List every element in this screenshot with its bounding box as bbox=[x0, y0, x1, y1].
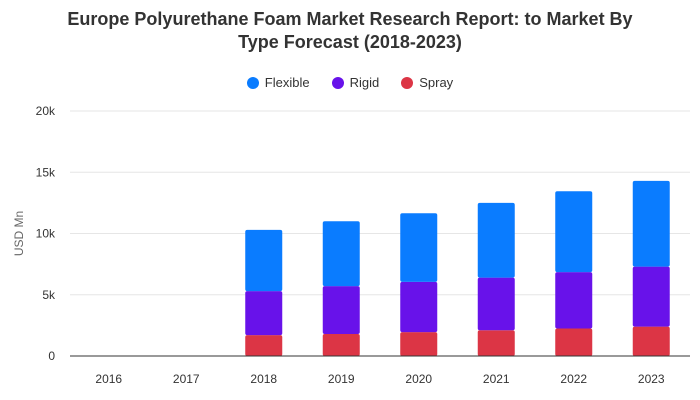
bar-rigid-2023 bbox=[632, 266, 670, 327]
y-tick-label-0: 0 bbox=[48, 349, 55, 363]
x-tick-label-2022: 2022 bbox=[560, 372, 587, 386]
chart-title: Europe Polyurethane Foam Market Research… bbox=[0, 8, 700, 54]
legend-label-rigid: Rigid bbox=[349, 75, 380, 90]
chart-legend: Flexible Rigid Spray bbox=[0, 75, 700, 90]
bar-spray-2023 bbox=[632, 326, 670, 356]
x-tick-label-2021: 2021 bbox=[483, 372, 510, 386]
y-tick-label-4: 20k bbox=[36, 104, 56, 118]
legend-swatch-flexible bbox=[246, 76, 259, 89]
x-tick-label-2020: 2020 bbox=[405, 372, 432, 386]
y-tick-label-1: 5k bbox=[42, 288, 56, 302]
y-tick-label-2: 10k bbox=[36, 227, 56, 241]
bar-flexible-2018 bbox=[245, 229, 283, 292]
bar-rigid-2018 bbox=[245, 291, 283, 336]
bar-flexible-2020 bbox=[400, 213, 438, 282]
chart-title-line-2: Type Forecast (2018-2023) bbox=[238, 32, 462, 52]
bar-rigid-2021 bbox=[477, 277, 515, 331]
bar-rigid-2020 bbox=[400, 281, 438, 333]
x-tick-label-2016: 2016 bbox=[95, 372, 122, 386]
bar-spray-2019 bbox=[322, 333, 360, 356]
y-tick-label-3: 15k bbox=[36, 165, 56, 179]
legend-item-flexible[interactable]: Flexible bbox=[246, 75, 310, 90]
bar-spray-2022 bbox=[555, 328, 593, 356]
bar-rigid-2019 bbox=[322, 286, 360, 334]
legend-swatch-spray bbox=[401, 76, 414, 89]
legend-label-flexible: Flexible bbox=[264, 75, 310, 90]
bar-flexible-2019 bbox=[322, 221, 360, 287]
bar-flexible-2022 bbox=[555, 191, 593, 273]
x-tick-label-2017: 2017 bbox=[173, 372, 200, 386]
bar-flexible-2023 bbox=[632, 180, 670, 267]
bar-rigid-2022 bbox=[555, 272, 593, 329]
x-tick-label-2023: 2023 bbox=[638, 372, 665, 386]
bar-flexible-2021 bbox=[477, 202, 515, 278]
bar-spray-2020 bbox=[400, 332, 438, 356]
legend-item-spray[interactable]: Spray bbox=[401, 75, 453, 90]
bar-spray-2021 bbox=[477, 330, 515, 356]
bar-spray-2018 bbox=[245, 335, 283, 356]
y-axis-title: USD Mn bbox=[12, 211, 26, 256]
legend-swatch-rigid bbox=[331, 76, 344, 89]
x-tick-label-2018: 2018 bbox=[250, 372, 277, 386]
x-tick-label-2019: 2019 bbox=[328, 372, 355, 386]
legend-item-rigid[interactable]: Rigid bbox=[331, 75, 380, 90]
legend-label-spray: Spray bbox=[419, 75, 454, 90]
chart-title-line-1: Europe Polyurethane Foam Market Research… bbox=[67, 9, 633, 29]
